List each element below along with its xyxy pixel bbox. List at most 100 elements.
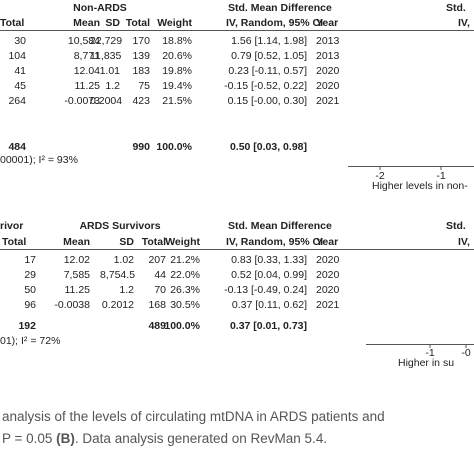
row-sd: 0.2004 xyxy=(90,95,123,107)
row-year: 2013 xyxy=(316,35,340,47)
right-header-fragment: Std. xyxy=(446,220,466,232)
row-total1: 264 xyxy=(8,95,26,107)
row-total1: 104 xyxy=(8,50,26,62)
row-total2: 168 xyxy=(148,299,166,311)
row-ci: -0.13 [-0.49, 0.24] xyxy=(224,284,307,296)
row-mean: 7,585 xyxy=(63,269,90,281)
figure-caption-line-2: P = 0.05 (B). Data analysis generated on… xyxy=(2,431,327,446)
row-weight: 30.5% xyxy=(170,299,200,311)
row-sd: 1.01 xyxy=(99,65,120,77)
row-ci: -0.15 [-0.52, 0.22] xyxy=(224,80,307,92)
header-rule-a xyxy=(0,30,474,31)
row-ci: 1.56 [1.14, 1.98] xyxy=(231,35,307,47)
row-mean: -0.0073 xyxy=(64,95,100,107)
col-mean: Mean xyxy=(73,17,100,29)
row-year: 2021 xyxy=(316,95,340,107)
row-total1: 29 xyxy=(24,269,36,281)
axis-label-b: Higher in su xyxy=(398,357,455,369)
col-ci: IV, Random, 95% CI xyxy=(226,236,324,248)
row-year: 2020 xyxy=(316,284,340,296)
row-weight: 21.5% xyxy=(162,95,192,107)
header-rule-b xyxy=(0,249,474,250)
row-total1: 50 xyxy=(24,284,36,296)
col-year: Year xyxy=(316,236,339,248)
col-total-1: Total xyxy=(2,236,27,248)
heterogeneity-b: 01); I² = 72% xyxy=(0,335,61,347)
row-weight: 20.6% xyxy=(162,50,192,62)
total-row-weight: 100.0% xyxy=(164,320,200,332)
row-total2: 207 xyxy=(148,254,166,266)
right-subheader-fragment: IV, xyxy=(458,236,470,248)
col-year: Year xyxy=(316,17,339,29)
row-ci: 0.37 [0.11, 0.62] xyxy=(231,299,307,311)
row-mean: 11.25 xyxy=(64,284,91,296)
axis-label-a: Higher levels in non- xyxy=(372,180,468,192)
total-row-total1: 484 xyxy=(8,141,26,153)
col-sd: SD xyxy=(105,17,120,29)
smd-header: Std. Mean Difference xyxy=(228,2,332,14)
row-total1: 96 xyxy=(24,299,36,311)
row-weight: 19.4% xyxy=(162,80,192,92)
row-sd: 11,835 xyxy=(90,50,122,62)
right-subheader-fragment: IV, xyxy=(458,17,470,29)
row-year: 2020 xyxy=(316,254,340,266)
caption-bold-label: (B) xyxy=(56,431,75,446)
row-sd: 22,729 xyxy=(90,35,123,47)
row-sd: 0.2012 xyxy=(101,299,134,311)
row-year: 2020 xyxy=(316,65,340,77)
col-weight: Weight xyxy=(157,17,192,29)
total-row-total2: 990 xyxy=(132,141,150,153)
row-total1: 30 xyxy=(14,35,26,47)
row-weight: 19.8% xyxy=(162,65,192,77)
row-ci: 0.15 [-0.00, 0.30] xyxy=(227,95,307,107)
row-weight: 22.0% xyxy=(170,269,200,281)
row-mean: 8,771 xyxy=(73,50,100,62)
row-mean: 11.25 xyxy=(74,80,101,92)
row-year: 2021 xyxy=(316,299,340,311)
col-ci: IV, Random, 95% CI xyxy=(226,17,324,29)
total-row-ci: 0.50 [0.03, 0.98] xyxy=(229,141,307,153)
row-year: 2020 xyxy=(316,269,340,281)
total-row-total1: 192 xyxy=(18,320,36,332)
heterogeneity-a: 00001); I² = 93% xyxy=(0,154,78,166)
group-header-fragment: rivor xyxy=(0,220,24,232)
row-weight: 18.8% xyxy=(162,35,192,47)
row-total2: 75 xyxy=(138,80,150,92)
right-header-fragment: Std. xyxy=(446,2,466,14)
row-mean: -0.0038 xyxy=(54,299,90,311)
col-weight: Weight xyxy=(165,236,200,248)
row-ci: 0.79 [0.52, 1.05] xyxy=(231,50,307,62)
axis-tick-label: -0 xyxy=(461,347,471,359)
axis-line-b xyxy=(366,344,474,345)
row-ci: 0.52 [0.04, 0.99] xyxy=(231,269,307,281)
smd-header: Std. Mean Difference xyxy=(228,220,332,232)
row-year: 2013 xyxy=(316,50,340,62)
row-mean: 12.04 xyxy=(73,65,100,77)
row-mean: 12.02 xyxy=(63,254,90,266)
row-total2: 139 xyxy=(132,50,150,62)
row-total1: 17 xyxy=(24,254,36,266)
col-mean: Mean xyxy=(63,236,90,248)
group-header-ards-survivors: ARDS Survivors xyxy=(79,220,161,232)
col-total-2: Total xyxy=(141,236,166,248)
row-sd: 1.02 xyxy=(113,254,134,266)
row-sd: 1.2 xyxy=(105,80,120,92)
axis-tick-label: -1 xyxy=(425,347,435,359)
total-row-ci: 0.37 [0.01, 0.73] xyxy=(229,320,307,332)
row-ci: 0.23 [-0.11, 0.57] xyxy=(228,65,307,77)
row-total1: 41 xyxy=(14,65,26,77)
row-weight: 21.2% xyxy=(170,254,200,266)
total-row-total2: 489 xyxy=(148,320,166,332)
figure-caption-line-1: analysis of the levels of circulating mt… xyxy=(2,409,385,424)
row-total2: 423 xyxy=(132,95,150,107)
col-total-2: Total xyxy=(125,17,150,29)
col-sd: SD xyxy=(119,236,134,248)
row-weight: 26.3% xyxy=(170,284,200,296)
caption-prefix: P = 0.05 xyxy=(2,431,57,446)
row-ci: 0.83 [0.33, 1.33] xyxy=(231,254,307,266)
row-total2: 183 xyxy=(132,65,150,77)
axis-line-a xyxy=(348,166,474,167)
row-total2: 70 xyxy=(154,284,166,296)
col-total-1: Total xyxy=(0,17,25,29)
